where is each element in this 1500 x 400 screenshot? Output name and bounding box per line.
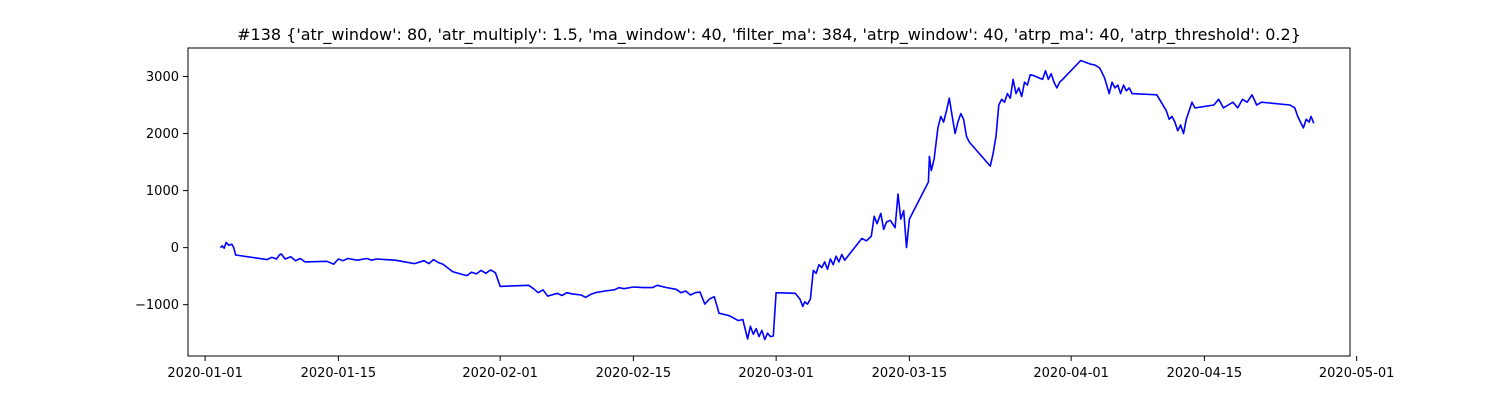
series-line-equity: [219, 59, 1315, 341]
y-tick-label: −1000: [135, 298, 179, 313]
chart-title: #138 {'atr_window': 80, 'atr_multiply': …: [237, 25, 1301, 45]
plot-area: −1000 0 1000 2000 3000 2020-01-01 2020-01-15 20…: [135, 47, 1395, 381]
x-tick-label: 2020-01-15: [301, 366, 377, 381]
x-tick-label: 2020-05-01: [1319, 366, 1395, 381]
y-tick-label: 1000: [146, 184, 179, 199]
x-tick-label: 2020-04-01: [1033, 366, 1109, 381]
axes-frame: [187, 47, 1351, 357]
x-tick-label: 2020-02-01: [462, 366, 538, 381]
x-tick-label: 2020-03-01: [738, 366, 814, 381]
x-tick-label: 2020-02-15: [596, 366, 672, 381]
x-tick-label: 2020-04-15: [1167, 366, 1243, 381]
y-tick-label: 3000: [146, 70, 179, 85]
y-tick-label: 0: [171, 241, 179, 256]
x-tick-label: 2020-03-15: [872, 366, 948, 381]
x-tick-label: 2020-01-01: [167, 366, 243, 381]
y-tick-label: 2000: [146, 127, 179, 142]
